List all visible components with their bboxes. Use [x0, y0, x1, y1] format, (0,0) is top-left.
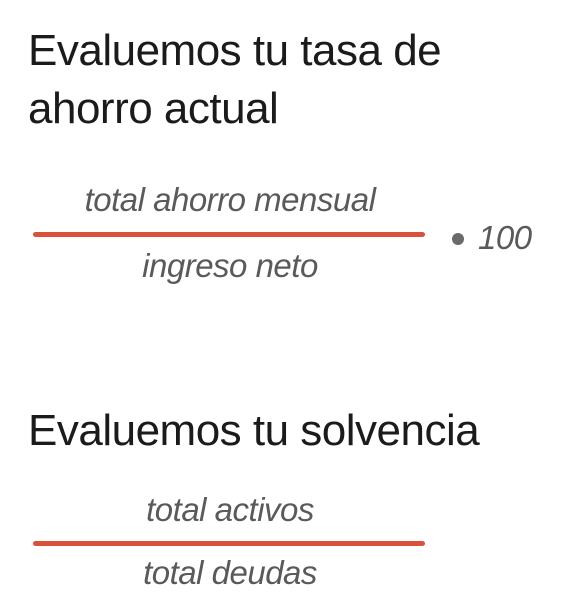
- savings-rate-heading: Evaluemos tu tasa de ahorro actual: [28, 26, 442, 133]
- solvency-fraction-bar: [33, 541, 425, 546]
- savings-rate-fraction-bar: [33, 232, 425, 237]
- solvency-denominator: total deudas: [143, 554, 317, 591]
- savings-rate-numerator: total ahorro mensual: [84, 181, 376, 218]
- savings-rate-multiplier: 100: [478, 219, 532, 256]
- solvency-heading: Evaluemos tu solvencia: [28, 406, 480, 455]
- multiplication-dot-icon: [452, 233, 464, 245]
- savings-rate-denominator: ingreso neto: [142, 247, 318, 284]
- solvency-numerator: total activos: [146, 491, 314, 528]
